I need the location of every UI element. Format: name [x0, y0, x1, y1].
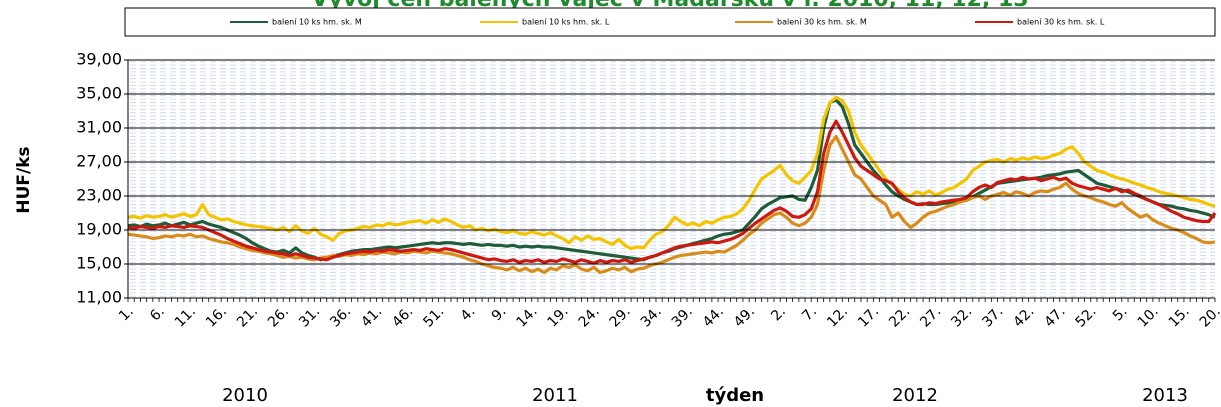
series-line	[127, 119, 1217, 265]
x-tick-label: 36.	[327, 304, 354, 331]
x-axis-title: týden	[706, 385, 764, 406]
x-tick-label: 21.	[234, 304, 261, 331]
y-axis-title: HUF/ks	[14, 146, 34, 213]
y-tick-label: 11,00	[76, 288, 122, 307]
year-label: 2012	[892, 385, 938, 406]
year-label: 2011	[532, 385, 578, 406]
y-tick-label: 27,00	[76, 152, 122, 171]
x-tick-label: 12.	[824, 304, 851, 331]
y-tick-label: 39,00	[76, 50, 122, 69]
x-tick-label: 7.	[799, 304, 820, 325]
x-tick-label: 51.	[420, 304, 447, 331]
x-tick-label: 11.	[172, 304, 199, 331]
legend-label: balení 30 ks hm. sk. L	[1017, 18, 1105, 27]
x-tick-label: 10.	[1135, 304, 1162, 331]
plot-area	[127, 95, 1217, 275]
x-tick-label: 20.	[1197, 304, 1221, 331]
x-tick-label: 1.	[116, 304, 137, 325]
x-tick-label: 16.	[203, 304, 230, 331]
x-tick-label: 2.	[768, 304, 789, 325]
x-tick-label: 32.	[948, 304, 975, 331]
year-label: 2013	[1142, 385, 1188, 406]
x-tick-label: 26.	[265, 304, 292, 331]
x-tick-label: 6.	[147, 304, 168, 325]
x-tick-label: 37.	[979, 304, 1006, 331]
x-tick-label: 27.	[917, 304, 944, 331]
y-tick-label: 23,00	[76, 186, 122, 205]
y-tick-label: 15,00	[76, 254, 122, 273]
x-tick-label: 19.	[545, 304, 572, 331]
x-tick-label: 39.	[669, 304, 696, 331]
series-line	[127, 95, 1216, 251]
x-tick-label: 29.	[607, 304, 634, 331]
legend	[124, 7, 1216, 37]
x-tick-label: 4.	[458, 304, 479, 325]
x-tick-label: 24.	[576, 304, 603, 331]
y-tick-label: 35,00	[76, 84, 122, 103]
year-label: 2010	[222, 385, 268, 406]
x-tick-label: 15.	[1166, 304, 1193, 331]
x-tick-label: 5.	[1110, 304, 1131, 325]
x-tick-label: 47.	[1041, 304, 1068, 331]
x-tick-label: 9.	[489, 304, 510, 325]
legend-label: balení 10 ks hm. sk. L	[522, 18, 610, 27]
x-tick-label: 17.	[855, 304, 882, 331]
x-tick-label: 46.	[389, 304, 416, 331]
legend-label: balení 10 ks hm. sk. M	[272, 18, 362, 27]
x-tick-label: 49.	[731, 304, 758, 331]
x-tick-label: 44.	[700, 304, 727, 331]
series-line	[127, 134, 1216, 275]
x-tick-label: 31.	[296, 304, 323, 331]
x-tick-label: 52.	[1073, 304, 1100, 331]
x-tick-label: 14.	[514, 304, 541, 331]
y-tick-label: 19,00	[76, 220, 122, 239]
x-tick-label: 42.	[1010, 304, 1037, 331]
x-tick-label: 22.	[886, 304, 913, 331]
x-tick-label: 34.	[638, 304, 665, 331]
x-tick-label: 41.	[358, 304, 385, 331]
legend-label: balení 30 ks hm. sk. M	[777, 18, 867, 27]
y-tick-label: 31,00	[76, 118, 122, 137]
